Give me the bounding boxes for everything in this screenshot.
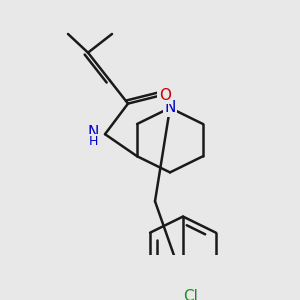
Text: O: O bbox=[159, 88, 171, 103]
Text: N: N bbox=[164, 100, 176, 116]
Text: Cl: Cl bbox=[184, 289, 198, 300]
Text: N: N bbox=[87, 125, 99, 140]
Text: H: H bbox=[88, 135, 98, 148]
